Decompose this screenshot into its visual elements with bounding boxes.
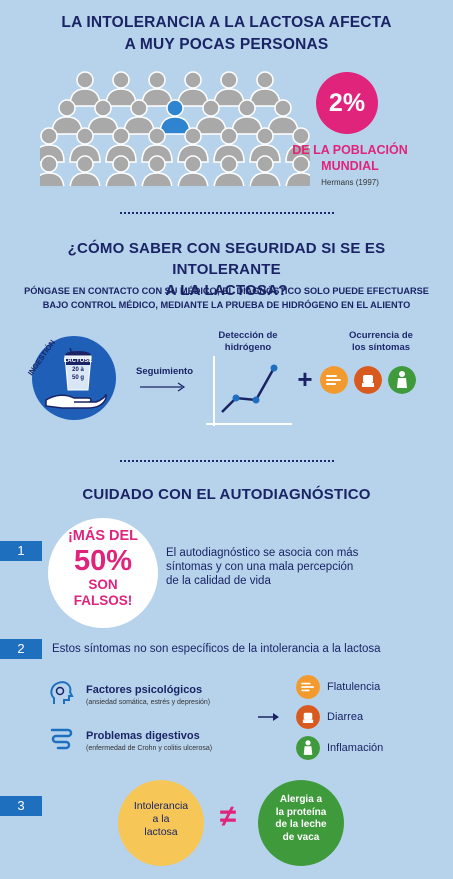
self-diagnosis-text: El autodiagnóstico se asocia con más sín… [166, 547, 359, 587]
cause-psychological-sub: (ansiedad somática, estrés y depresión) [86, 699, 211, 706]
hand-icon [45, 393, 107, 409]
head-brain-icon [50, 681, 74, 704]
person-icon [69, 127, 101, 163]
section2-title: ¿CÓMO SABER CON SEGURIDAD SI SE ES INTOL… [67, 240, 386, 299]
person-icon [231, 99, 263, 135]
person-icon [249, 127, 281, 163]
percent-label: DE LA POBLACIÓN MUNDIAL [292, 143, 408, 173]
person-icon [213, 127, 245, 163]
person-icon [285, 155, 310, 186]
divider [120, 212, 334, 214]
person-icon [141, 127, 173, 163]
percent-circle: 2% [316, 72, 378, 134]
person-icon [141, 155, 173, 186]
cup-amount: 20 à 50 g [71, 367, 84, 381]
cause-digestive-sub: (enfermedad de Crohn y colitis ulcerosa) [86, 745, 213, 752]
symptom-bloating-label: Inflamación [327, 742, 384, 754]
person-icon [105, 127, 137, 163]
not-equal-sign: ≠ [219, 800, 237, 833]
person-icon [285, 127, 310, 163]
person-icon [141, 71, 173, 107]
percent-value: 2% [328, 88, 366, 117]
flatulence-icon [320, 366, 348, 394]
false-diagnosis-bottom: SON FALSOS! [73, 577, 133, 608]
section1-title: LA INTOLERANCIA A LA LACTOSA AFECTA A MU… [61, 14, 392, 53]
person-icon [195, 99, 227, 135]
false-diagnosis-circle [48, 518, 158, 628]
symptoms-label: Ocurrencia de los síntomas [349, 330, 413, 353]
person-icon [213, 71, 245, 107]
follow-label: Seguimiento [136, 366, 194, 377]
person-icon [87, 99, 119, 135]
person-icon [177, 127, 209, 163]
lactose-intolerance-circle [118, 780, 204, 866]
number-badge-1: 1 [0, 541, 42, 561]
milk-allergy-circle [258, 780, 344, 866]
person-icon [213, 155, 245, 186]
person-icon [249, 155, 281, 186]
lactose-intolerance-text: Intolerancia a la lactosa [133, 800, 189, 838]
number-badge-3: 3 [0, 796, 42, 816]
intestine-icon [50, 728, 73, 750]
person-icon [177, 71, 209, 107]
person-icon [69, 71, 101, 107]
divider [120, 460, 334, 462]
crowd-people-icon [40, 71, 310, 186]
bloating-icon [388, 366, 416, 394]
plus-sign: + [297, 364, 313, 394]
lactose-cup-icon [64, 348, 92, 391]
false-diagnosis-percent: 50% [73, 545, 133, 577]
section2-subtitle: PÓNGASE EN CONTACTO CON SU MÉDICO; EL DI… [24, 286, 429, 310]
diarrhea-icon [296, 705, 320, 729]
cup-label: LACTOSE [63, 358, 93, 364]
diarrhea-icon [354, 366, 382, 394]
hydrogen-graph-icon [206, 356, 292, 426]
non-specific-symptoms-text: Estos síntomas no son específicos de la … [52, 643, 381, 655]
person-icon [51, 99, 83, 135]
person-icon [105, 71, 137, 107]
false-diagnosis-top: ¡MÁS DEL [67, 528, 139, 544]
person-icon [105, 155, 137, 186]
person-icon [177, 155, 209, 186]
person-icon [69, 155, 101, 186]
section3-title: CUIDADO CON EL AUTODIAGNÓSTICO [82, 486, 371, 503]
bloating-icon [296, 736, 320, 760]
person-icon [40, 155, 65, 186]
arrow-right-icon [258, 713, 279, 721]
cause-psychological-title: Factores psicológicos [86, 684, 203, 696]
number-badge-2: 2 [0, 639, 42, 659]
symptom-diarrhea-label: Diarrea [327, 711, 364, 723]
detection-label: Detección de hidrógeno [218, 330, 278, 353]
arrow-right-icon [140, 382, 186, 392]
milk-allergy-text: Alergia a la proteína de la leche de vac… [275, 794, 327, 843]
citation: Hermans (1997) [321, 178, 379, 187]
flatulence-icon [296, 675, 320, 699]
cause-digestive-title: Problemas digestivos [86, 730, 200, 742]
person-icon [249, 71, 281, 107]
highlighted-person-icon [159, 99, 191, 135]
symptom-flatulence-label: Flatulencia [327, 681, 381, 693]
